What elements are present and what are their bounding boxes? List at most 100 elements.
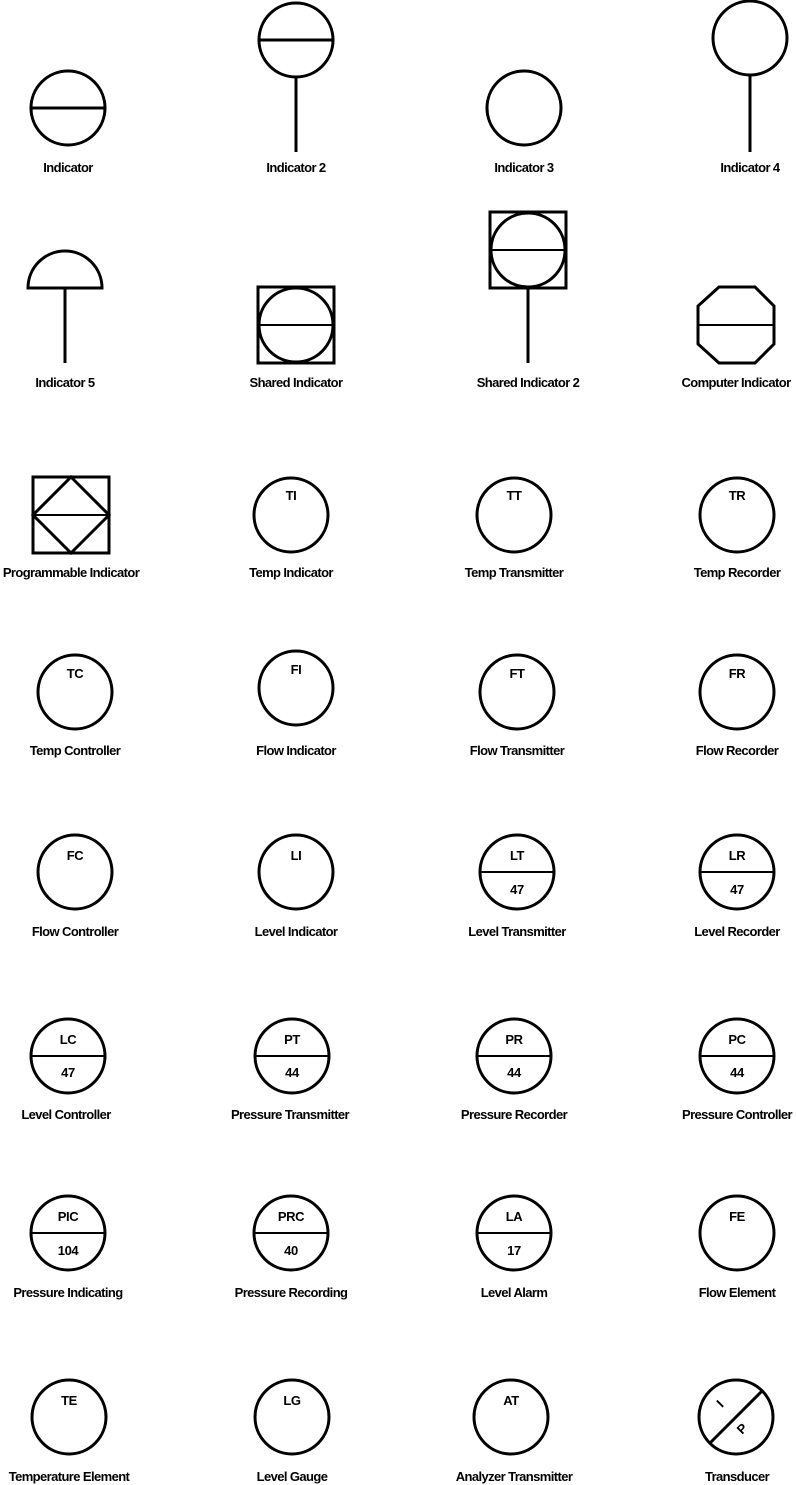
symbol-label: Transducer	[705, 1469, 770, 1484]
instrument-code: FI	[291, 662, 302, 677]
instrument-code: LR	[729, 848, 747, 863]
transducer-input-glyph: I	[713, 1397, 726, 1410]
shared-indicator-symbol: Shared Indicator	[250, 285, 344, 390]
octagon	[696, 285, 776, 365]
indicator-circle	[257, 833, 335, 911]
symbol-label: Flow Transmitter	[470, 743, 565, 758]
instrument-code: PC	[728, 1032, 746, 1047]
level-controller-symbol: LC 47 Level Controller	[21, 1017, 112, 1122]
symbol-label: Temp Recorder	[694, 565, 781, 580]
half-circle	[26, 249, 104, 290]
indicator-circle	[697, 1378, 775, 1456]
loop-number: 47	[730, 882, 744, 897]
symbol-label: Indicator 2	[266, 160, 326, 175]
symbol-label: Indicator	[43, 160, 93, 175]
symbol-label: Indicator 3	[494, 160, 554, 175]
instrument-code: PR	[505, 1032, 523, 1047]
indicator-circle	[475, 476, 553, 554]
programmable-indicator-symbol: Programmable Indicator	[3, 474, 140, 580]
indicator-circle	[36, 653, 114, 731]
loop-number: 47	[510, 882, 524, 897]
instrument-code: FR	[729, 666, 747, 681]
symbol-label: Level Recorder	[694, 924, 780, 939]
instrument-code: FC	[67, 848, 85, 863]
symbol-label: Level Indicator	[255, 924, 338, 939]
symbol-label: Pressure Transmitter	[231, 1107, 350, 1122]
instrument-code: AT	[503, 1393, 519, 1408]
indicator-5-symbol: Indicator 5	[26, 249, 104, 390]
loop-number: 104	[58, 1243, 80, 1258]
indicator-circle	[485, 69, 563, 147]
symbol-label: Temp Indicator	[249, 565, 333, 580]
analyzer-transmitter-symbol: AT Analyzer Transmitter	[456, 1378, 573, 1484]
indicator-circle	[698, 476, 776, 554]
indicator-circle	[253, 1378, 331, 1456]
pressure-controller-symbol: PC 44 Pressure Controller	[682, 1017, 793, 1122]
instrument-code: LI	[291, 848, 302, 863]
instrument-code: TI	[286, 488, 297, 503]
symbol-label: Pressure Recorder	[461, 1107, 568, 1122]
symbol-label: Pressure Indicating	[13, 1285, 123, 1300]
indicator-circle	[711, 0, 789, 77]
symbol-label: Pressure Controller	[682, 1107, 793, 1122]
symbol-label: Temp Transmitter	[465, 565, 564, 580]
indicator-circle	[472, 1378, 550, 1456]
level-gauge-symbol: LG Level Gauge	[253, 1378, 331, 1484]
transducer-output-glyph: P	[734, 1420, 751, 1437]
flow-recorder-symbol: FR Flow Recorder	[696, 653, 779, 758]
indicator-circle	[257, 649, 335, 727]
instrument-code: LT	[510, 848, 525, 863]
symbol-label: Level Gauge	[257, 1469, 328, 1484]
indicator-3-symbol: Indicator 3	[485, 69, 563, 175]
indicator-circle	[478, 653, 556, 731]
indicator-circle	[30, 1378, 108, 1456]
loop-number: 40	[284, 1243, 298, 1258]
transducer-symbol: I P Transducer	[697, 1378, 775, 1484]
temp-recorder-symbol: TR Temp Recorder	[694, 476, 781, 580]
instrument-code: FE	[729, 1209, 746, 1224]
pressure-indicating-symbol: PIC 104 Pressure Indicating	[13, 1194, 124, 1300]
instrument-code: LA	[506, 1209, 524, 1224]
pressure-transmitter-symbol: PT 44 Pressure Transmitter	[231, 1017, 350, 1122]
symbol-label: Indicator 4	[720, 160, 781, 175]
symbol-label: Temp Controller	[30, 743, 121, 758]
shared-indicator-2-symbol: Shared Indicator 2	[477, 210, 580, 390]
instrument-code: PT	[284, 1032, 300, 1047]
instrument-code: TE	[61, 1393, 78, 1408]
symbol-label: Level Controller	[21, 1107, 111, 1122]
temp-controller-symbol: TC Temp Controller	[30, 653, 121, 758]
symbol-label: Level Transmitter	[468, 924, 566, 939]
loop-number: 44	[507, 1065, 522, 1080]
symbol-label: Level Alarm	[481, 1285, 548, 1300]
indicator-symbol: Indicator	[29, 69, 107, 175]
pressure-recording-symbol: PRC 40 Pressure Recording	[235, 1194, 349, 1300]
indicator-circle	[698, 1194, 776, 1272]
temperature-element-symbol: TE Temperature Element	[9, 1378, 131, 1484]
computer-indicator-symbol: Computer Indicator	[681, 285, 792, 390]
instrument-code: PIC	[58, 1209, 79, 1224]
symbol-label: Analyzer Transmitter	[456, 1469, 573, 1484]
instrument-code: PRC	[278, 1209, 305, 1224]
symbol-label: Flow Element	[699, 1285, 777, 1300]
inner-diamond	[30, 474, 112, 556]
flow-element-symbol: FE Flow Element	[698, 1194, 777, 1300]
symbol-label: Shared Indicator 2	[477, 375, 580, 390]
instrument-code: TT	[506, 488, 522, 503]
temp-transmitter-symbol: TT Temp Transmitter	[465, 476, 564, 580]
symbol-label: Pressure Recording	[235, 1285, 348, 1300]
diagonal-line	[708, 1389, 764, 1445]
instrument-code: TC	[67, 666, 85, 681]
indicator-circle	[698, 653, 776, 731]
flow-controller-symbol: FC Flow Controller	[32, 833, 119, 939]
indicator-4-symbol: Indicator 4	[711, 0, 789, 175]
indicator-2-symbol: Indicator 2	[257, 1, 335, 175]
symbol-label: Programmable Indicator	[3, 565, 140, 580]
pressure-recorder-symbol: PR 44 Pressure Recorder	[461, 1017, 568, 1122]
loop-number: 44	[730, 1065, 745, 1080]
flow-transmitter-symbol: FT Flow Transmitter	[470, 653, 565, 758]
indicator-circle	[36, 833, 114, 911]
instrument-code: TR	[729, 488, 747, 503]
level-alarm-symbol: LA 17 Level Alarm	[475, 1194, 553, 1300]
symbol-label: Flow Recorder	[696, 743, 779, 758]
